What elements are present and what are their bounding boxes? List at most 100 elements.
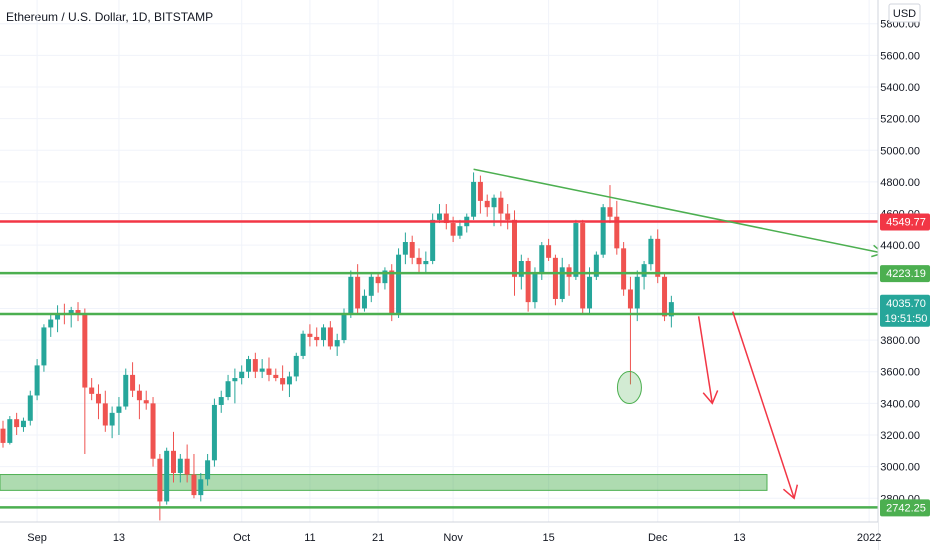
candle-body — [171, 450, 176, 473]
x-tick-label: 2022 — [857, 532, 881, 544]
x-tick-label: Dec — [648, 532, 668, 544]
candle-body — [232, 378, 238, 382]
candle-body — [225, 381, 231, 398]
candle-body — [252, 359, 258, 372]
time-axis[interactable]: Sep 13 Oct 11 21 Nov 15 Dec 13 2022 — [0, 521, 881, 550]
projection-arrow-line — [697, 316, 714, 404]
candle-body — [368, 276, 374, 296]
price-tag-label: 4549.77 — [886, 216, 926, 228]
candle-body — [327, 327, 333, 347]
price-tag-label: 19:51:50 — [885, 313, 928, 325]
candle-body — [409, 242, 415, 258]
candle-body — [518, 261, 524, 277]
candle-body — [416, 257, 422, 265]
trendline — [473, 168, 883, 254]
candle-body — [389, 270, 395, 315]
candle-body — [27, 395, 33, 421]
candle-body — [211, 404, 217, 461]
y-tick-label: 4800.00 — [880, 177, 920, 189]
currency-label: USD — [893, 8, 916, 20]
candle-body — [341, 313, 347, 341]
candle-body — [396, 254, 402, 315]
candle-body — [539, 245, 545, 274]
candle-body — [491, 197, 497, 208]
candle-body — [266, 368, 272, 375]
candle-body — [382, 270, 388, 284]
support-zone-rect — [0, 474, 768, 491]
drawings[interactable] — [473, 168, 885, 500]
candle-body — [41, 327, 47, 366]
candle-body — [375, 276, 381, 284]
price-tags: 4549.774223.193964.672742.254035.7019:51… — [880, 213, 930, 517]
candle-body — [246, 359, 252, 372]
candle-body — [634, 276, 640, 309]
price-tag — [880, 499, 930, 517]
candle-body — [20, 420, 26, 428]
y-tick-label: 5600.00 — [880, 50, 920, 62]
candle-body — [286, 376, 292, 385]
candle-body — [546, 245, 552, 258]
price-tag — [880, 213, 930, 231]
candle-body — [89, 387, 95, 394]
horizontal-levels[interactable] — [0, 220, 878, 509]
candle-body — [321, 327, 327, 341]
candle-body — [607, 207, 613, 217]
candle-body — [239, 371, 245, 379]
candle-body — [334, 340, 340, 347]
candle-body — [436, 213, 442, 220]
price-tag — [880, 265, 930, 283]
price-tag-label: 4035.70 — [886, 298, 926, 310]
x-tick-label: Nov — [443, 532, 463, 544]
price-tag-label: 4223.19 — [886, 268, 926, 280]
candle-body — [573, 223, 579, 277]
candles — [0, 172, 674, 521]
y-tick-label: 3800.00 — [880, 335, 920, 347]
candle-body — [191, 474, 197, 496]
candle-body — [430, 219, 436, 261]
candle-body — [505, 213, 511, 220]
candle-body — [307, 333, 313, 337]
candle-body — [136, 390, 142, 401]
candle-body — [648, 238, 654, 265]
candle-body — [198, 479, 204, 496]
candle-body — [14, 419, 20, 428]
candle-body — [580, 223, 586, 309]
price-tag-label: 2742.25 — [886, 502, 926, 514]
candle-body — [34, 365, 40, 396]
candle-body — [205, 460, 211, 480]
candle-body — [300, 333, 306, 356]
x-tick-label: 21 — [372, 532, 384, 544]
candle-body — [668, 302, 674, 317]
time-axis-bg — [0, 522, 878, 550]
y-tick-label: 3000.00 — [880, 462, 920, 474]
support-zone — [0, 474, 768, 491]
candle-body — [512, 219, 517, 277]
y-tick-label: 4400.00 — [880, 240, 920, 252]
candle-body — [48, 319, 54, 328]
candle-body — [552, 257, 558, 299]
projection-arrowhead — [782, 484, 799, 500]
candle-body — [593, 254, 599, 277]
candle-body — [641, 264, 647, 277]
candle-body — [102, 403, 108, 426]
candle-body — [109, 412, 115, 426]
y-tick-label: 5200.00 — [880, 114, 920, 126]
candle-body — [68, 310, 74, 315]
candle-body — [123, 374, 129, 407]
candle-body — [164, 450, 170, 502]
candle-body — [150, 403, 156, 459]
candle-body — [662, 276, 668, 317]
candle-body — [314, 336, 320, 341]
candle-body — [355, 276, 361, 309]
grid — [0, 0, 878, 522]
projection-arrow-line — [732, 311, 795, 499]
candle-body — [559, 267, 565, 299]
candle-body — [457, 226, 463, 236]
x-tick-label: Oct — [233, 532, 250, 544]
candle-body — [157, 458, 163, 502]
candle-body — [218, 397, 224, 405]
candle-body — [532, 273, 538, 303]
x-tick-label: Sep — [27, 532, 47, 544]
candle-body — [259, 368, 265, 372]
